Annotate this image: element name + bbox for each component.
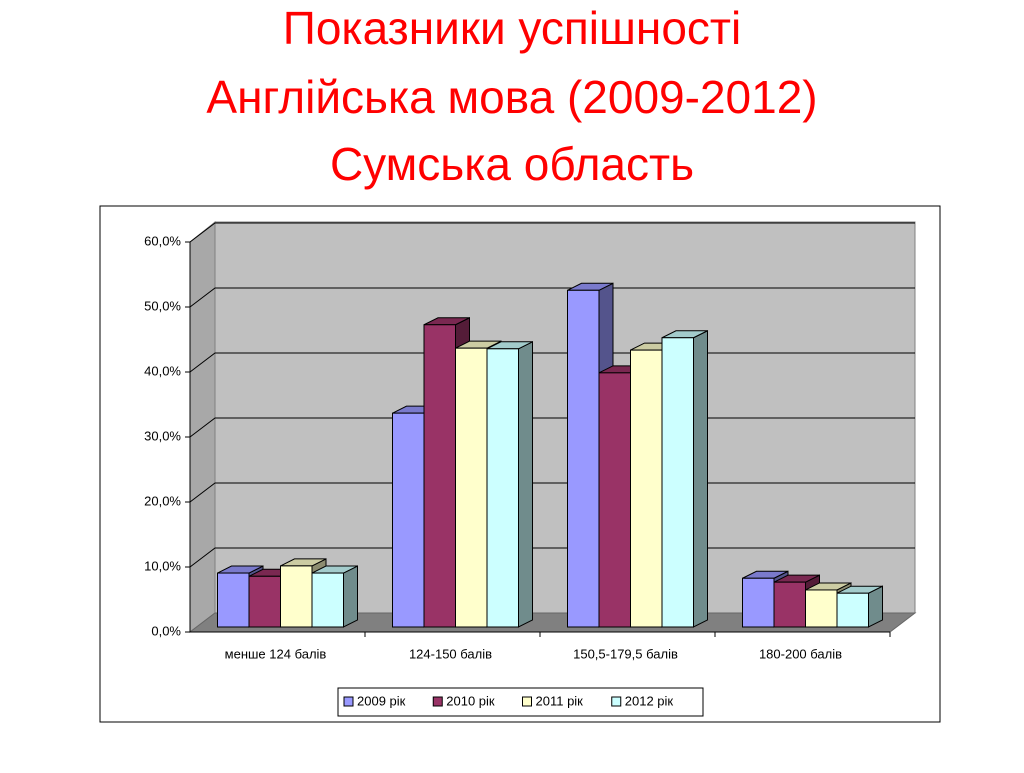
legend-swatch bbox=[343, 696, 354, 707]
bar-top-shade bbox=[280, 558, 326, 566]
x-tick-label: 180-200 балів bbox=[759, 646, 842, 661]
bar-top-shade bbox=[774, 575, 820, 583]
bar-top-shade bbox=[662, 330, 708, 338]
bar-front bbox=[836, 592, 869, 628]
bar-top-shade bbox=[805, 582, 851, 590]
legend-label: 2011 рік bbox=[536, 693, 584, 708]
bar-front bbox=[773, 581, 806, 628]
bar-side-shade bbox=[343, 566, 358, 627]
bar-top-shade bbox=[567, 283, 613, 291]
y-tick-label: 0,0% bbox=[151, 623, 181, 638]
bar-front bbox=[392, 412, 425, 628]
bar-front bbox=[455, 347, 488, 628]
bar-front bbox=[630, 349, 663, 628]
x-tick-label: 124-150 балів bbox=[409, 646, 492, 661]
x-tick-label: менше 124 балів bbox=[225, 646, 327, 661]
bar bbox=[486, 340, 533, 628]
y-tick-label: 50,0% bbox=[144, 298, 181, 313]
bar-front bbox=[423, 324, 456, 628]
legend-label: 2009 рік bbox=[357, 693, 406, 708]
x-tick-label: 150,5-179,5 балів bbox=[573, 646, 678, 661]
bar-front bbox=[567, 289, 600, 628]
grid-line bbox=[189, 222, 915, 243]
legend-label: 2010 рік bbox=[446, 693, 495, 708]
bar-front bbox=[486, 348, 519, 628]
bar-side-shade bbox=[693, 330, 708, 627]
bar-top-shade bbox=[312, 566, 358, 574]
bar-front bbox=[805, 589, 838, 628]
y-tick-label: 10,0% bbox=[144, 558, 181, 573]
title-line: Показники успішності bbox=[283, 2, 741, 54]
y-tick-label: 30,0% bbox=[144, 428, 181, 443]
bar bbox=[311, 565, 358, 628]
bar bbox=[836, 585, 883, 628]
bar-front bbox=[661, 337, 694, 628]
y-tick-label: 20,0% bbox=[144, 493, 181, 508]
y-tick-label: 40,0% bbox=[144, 363, 181, 378]
bar-top-shade bbox=[217, 566, 263, 574]
bar-top-shade bbox=[837, 586, 883, 594]
bar-top-shade bbox=[742, 571, 788, 579]
legend-label: 2012 рік bbox=[625, 693, 674, 708]
legend-swatch bbox=[611, 696, 622, 707]
grid-line bbox=[189, 287, 915, 308]
bar-top-shade bbox=[487, 341, 533, 349]
legend bbox=[337, 687, 704, 717]
bar bbox=[661, 329, 708, 628]
bar-front bbox=[311, 572, 344, 628]
bar-side-shade bbox=[518, 341, 533, 627]
bar-top-shade bbox=[424, 317, 470, 325]
bar-top-shade bbox=[455, 341, 501, 349]
y-tick-label: 60,0% bbox=[144, 233, 181, 248]
bar-front bbox=[742, 577, 775, 628]
bar-front bbox=[248, 575, 281, 628]
legend-swatch bbox=[432, 696, 443, 707]
legend-swatch bbox=[522, 696, 532, 707]
bar-side-shade bbox=[868, 586, 883, 627]
title-line: Англійська мова (2009-2012) bbox=[206, 71, 817, 123]
bar-front bbox=[280, 565, 313, 628]
bar-front bbox=[217, 572, 250, 628]
title-line: Сумська область bbox=[330, 138, 694, 190]
bar-front bbox=[598, 372, 631, 628]
